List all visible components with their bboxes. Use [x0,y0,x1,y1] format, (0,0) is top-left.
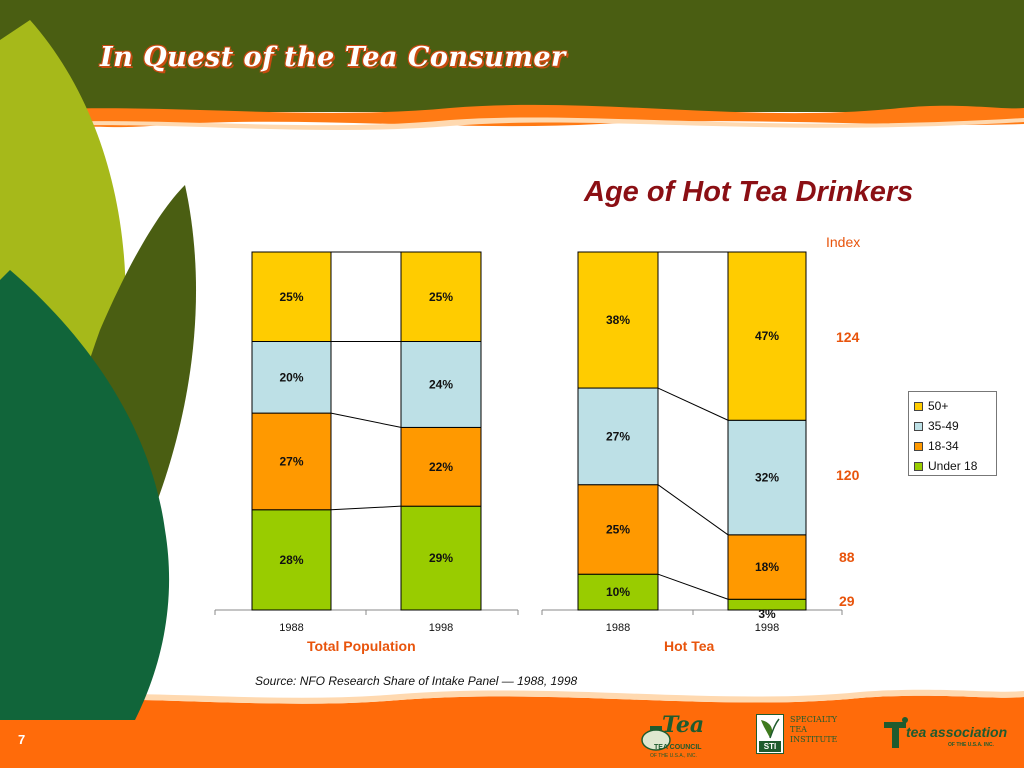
footer-wave [0,689,1024,705]
legend-label: 50+ [928,399,949,413]
data-label: 47% [755,329,779,343]
bar-segment-under18-1998 [400,505,482,611]
data-label: 25% [429,290,453,304]
data-label: 38% [606,313,630,327]
data-label: 32% [755,471,779,485]
bar-segment-18-34-1998 [400,426,482,507]
page-number: 7 [18,732,26,747]
index-value-18-34: 88 [839,549,855,565]
legend-swatch-18-34 [914,441,923,451]
sti-badge: STI [756,714,784,754]
legend-item-35-49: 35-49 [914,416,996,436]
index-value-50plus: 124 [836,329,860,345]
legend-swatch-50plus [914,401,923,411]
sti-line2: TEA [790,725,807,734]
tea-council-word: Tea [662,712,705,738]
data-label: 27% [279,454,303,468]
legend-swatch-under18 [914,461,923,471]
legend-item-50plus: 50+ [914,396,996,416]
legend-label: Under 18 [928,459,978,473]
tea-council-logo: Tea TEA COUNCIL OF THE U.S.A., INC. [636,712,708,762]
data-label: 3% [758,607,776,621]
data-label: 25% [279,290,303,304]
leaf-icon [761,718,780,739]
series-connector-line [657,387,729,421]
tea-council-line2: OF THE U.S.A., INC. [650,753,697,759]
legend-item-under18: Under 18 [914,456,996,476]
index-value-35-49: 120 [836,467,860,483]
x-tick-label: 1998 [429,622,453,634]
legend-swatch-35-49 [914,421,923,431]
data-label: 10% [606,585,630,599]
bar-segment-35-49-1998 [727,419,807,536]
data-label: 20% [279,370,303,384]
header-wave [0,104,1024,128]
data-label: 28% [279,553,303,567]
bar-segment-18-34-1998 [727,534,807,600]
tea-council-line1: TEA COUNCIL [654,744,702,751]
sti-mark: STI [759,741,781,752]
header-wave-thin [0,117,1024,130]
bar-segment-35-49-1998 [400,341,482,428]
sti-line1: SPECIALTY [790,715,838,724]
bar-segment-under18-1988 [577,573,659,611]
chart-legend: 50+ 35-49 18-34 Under 18 [908,391,997,476]
index-value-under18: 29 [839,593,855,609]
sti-line3: INSTITUTE [790,735,838,744]
tea-council-logo-art [641,726,671,751]
group-label-total-population: Total Population [307,638,416,654]
index-heading: Index [826,234,861,250]
data-label: 25% [606,522,630,536]
tea-association-logo: tea association OF THE U.S.A. INC. [882,716,1007,756]
tea-association-word: tea association [906,724,1008,740]
data-label: 22% [429,460,453,474]
bar-segment-50plus-1998 [727,251,807,421]
series-connector-line [657,484,729,536]
tea-association-line2: OF THE U.S.A. INC. [948,742,994,748]
legend-label: 35-49 [928,419,959,433]
legend-item-18-34: 18-34 [914,436,996,456]
group-label-hot-tea: Hot Tea [664,638,715,654]
series-connector-line [330,412,402,428]
series-connector-line [657,573,729,600]
x-tick-label: 1988 [606,622,630,634]
bar-segment-50plus-1988 [577,251,659,389]
teapot-t-icon [884,717,908,748]
sti-logo: STI SPECIALTY TEA INSTITUTE [756,714,846,758]
x-tick-label: 1998 [755,622,779,634]
series-connector-line [330,505,402,511]
data-label: 27% [606,429,630,443]
bar-segment-35-49-1988 [251,341,332,414]
bar-segment-50plus-1988 [251,251,332,342]
bar-segment-50plus-1998 [400,251,482,342]
data-label: 18% [755,560,779,574]
header-band [0,0,1024,112]
header-title: In Quest of the Tea Consumer [100,42,566,73]
source-note: Source: NFO Research Share of Intake Pan… [255,674,578,688]
data-label: 29% [429,551,453,565]
legend-label: 18-34 [928,439,959,453]
data-label: 24% [429,377,453,391]
x-tick-label: 1988 [279,622,303,634]
chart-title: Age of Hot Tea Drinkers [584,176,914,208]
leaf-darkgreen [0,270,170,720]
